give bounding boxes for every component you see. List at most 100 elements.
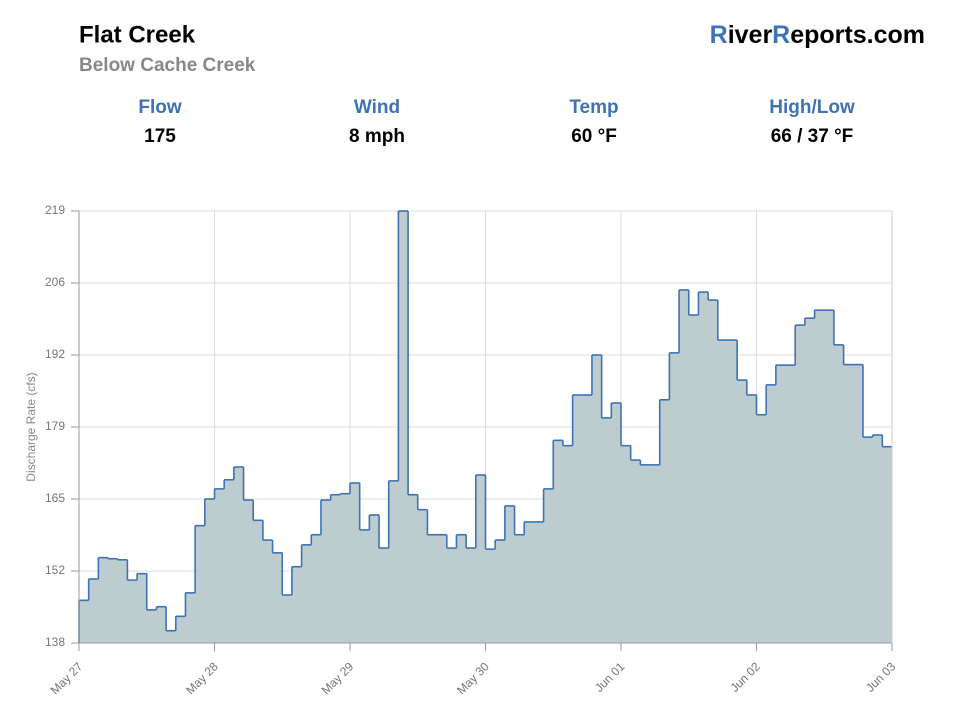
area-step [775, 365, 787, 643]
area-step [862, 437, 874, 643]
brand-part: iver [728, 21, 773, 49]
area-step [233, 467, 245, 643]
area-step [708, 300, 719, 643]
x-tick-label: May 28 [183, 659, 221, 697]
area-step [320, 500, 332, 643]
area-step [127, 580, 138, 643]
area-step [833, 344, 845, 643]
area-step [591, 355, 603, 643]
stats-bar: Flow 175 Wind 8 mph Temp 60 °F High/Low 66 / 37… [138, 97, 855, 147]
area-step [340, 493, 351, 643]
area-step [553, 440, 564, 643]
area-step [814, 310, 825, 643]
area-step [485, 549, 496, 643]
area-step [350, 483, 361, 643]
area-step [853, 364, 864, 643]
area-step [437, 534, 448, 643]
x-tick-label: Jun 01 [592, 659, 628, 695]
stat-value: 8 mph [349, 126, 405, 147]
stat-label: High/Low [769, 97, 855, 118]
brand-part: eports.com [790, 21, 925, 49]
area-step [214, 488, 225, 643]
area-step [824, 310, 835, 643]
area-step [611, 403, 622, 643]
brand-logo[interactable]: RiverReports.com [710, 21, 925, 49]
area-step [737, 380, 748, 643]
area-step [291, 566, 303, 643]
area-step [253, 520, 264, 643]
area-step [330, 494, 341, 643]
area-step [475, 475, 486, 643]
y-tick-label: 206 [45, 275, 65, 289]
x-tick-label: Jun 03 [863, 659, 899, 695]
area-step [640, 464, 651, 643]
area-step [388, 480, 399, 643]
stat-label: Wind [354, 97, 400, 118]
area-step [572, 395, 583, 643]
stat-label: Temp [569, 97, 618, 118]
area-step [543, 488, 554, 643]
area-step [185, 592, 196, 643]
area-step [601, 417, 612, 643]
area-step [204, 499, 215, 643]
area-step [630, 460, 641, 643]
area-step [427, 534, 438, 643]
area-step [727, 340, 738, 643]
area-step [582, 395, 593, 643]
area-step [698, 292, 709, 643]
area-step [175, 616, 186, 643]
site-subtitle: Below Cache Creek [79, 55, 256, 76]
site-title: Flat Creek [79, 21, 196, 48]
area-step [79, 600, 90, 643]
area-step [137, 573, 148, 643]
brand-part: R [710, 21, 728, 49]
area-step [446, 548, 457, 643]
area-step [717, 340, 728, 643]
area-step [272, 552, 283, 643]
stat-value: 66 / 37 °F [771, 126, 854, 147]
x-tick-label: May 29 [319, 659, 357, 697]
area-step [417, 509, 428, 643]
area-step [408, 494, 419, 643]
area-step [650, 464, 661, 643]
area-step [669, 352, 680, 643]
area-step [882, 446, 893, 643]
y-tick-label: 165 [45, 491, 65, 505]
area-step [456, 534, 467, 643]
stat-label: Flow [138, 97, 181, 118]
y-axis-title: Discharge Rate (cfs) [24, 372, 38, 481]
area-step [562, 445, 574, 643]
y-tick-label: 138 [45, 635, 65, 649]
area-step [359, 529, 370, 643]
area-step [224, 479, 235, 643]
area-step [156, 606, 167, 643]
area-step [785, 365, 796, 643]
area-step [195, 525, 206, 643]
area-step [117, 559, 128, 643]
area-step [688, 315, 699, 643]
area-step [756, 414, 767, 643]
area-step [146, 609, 157, 643]
area-step [262, 540, 274, 643]
x-tick-label: May 27 [48, 659, 86, 697]
area-step [621, 445, 632, 643]
area-step [495, 540, 506, 643]
area-step [398, 211, 409, 643]
area-step [766, 384, 777, 643]
area-step [746, 395, 757, 643]
chart: 138 152 165 179 192 206 219 May 27 May 28 May 29 M… [24, 203, 898, 697]
area-step [88, 579, 99, 643]
area-step [243, 500, 254, 643]
area-step [843, 364, 854, 643]
area-step [524, 521, 535, 643]
area-step [311, 534, 322, 643]
area-step [795, 325, 806, 643]
y-tick-label: 152 [45, 563, 65, 577]
x-tick-label: May 30 [454, 659, 492, 697]
stat-value: 60 °F [571, 126, 617, 147]
y-tick-label: 192 [45, 347, 65, 361]
x-tick-label: Jun 02 [727, 659, 763, 695]
area-step [466, 548, 477, 643]
area-step [679, 289, 690, 643]
